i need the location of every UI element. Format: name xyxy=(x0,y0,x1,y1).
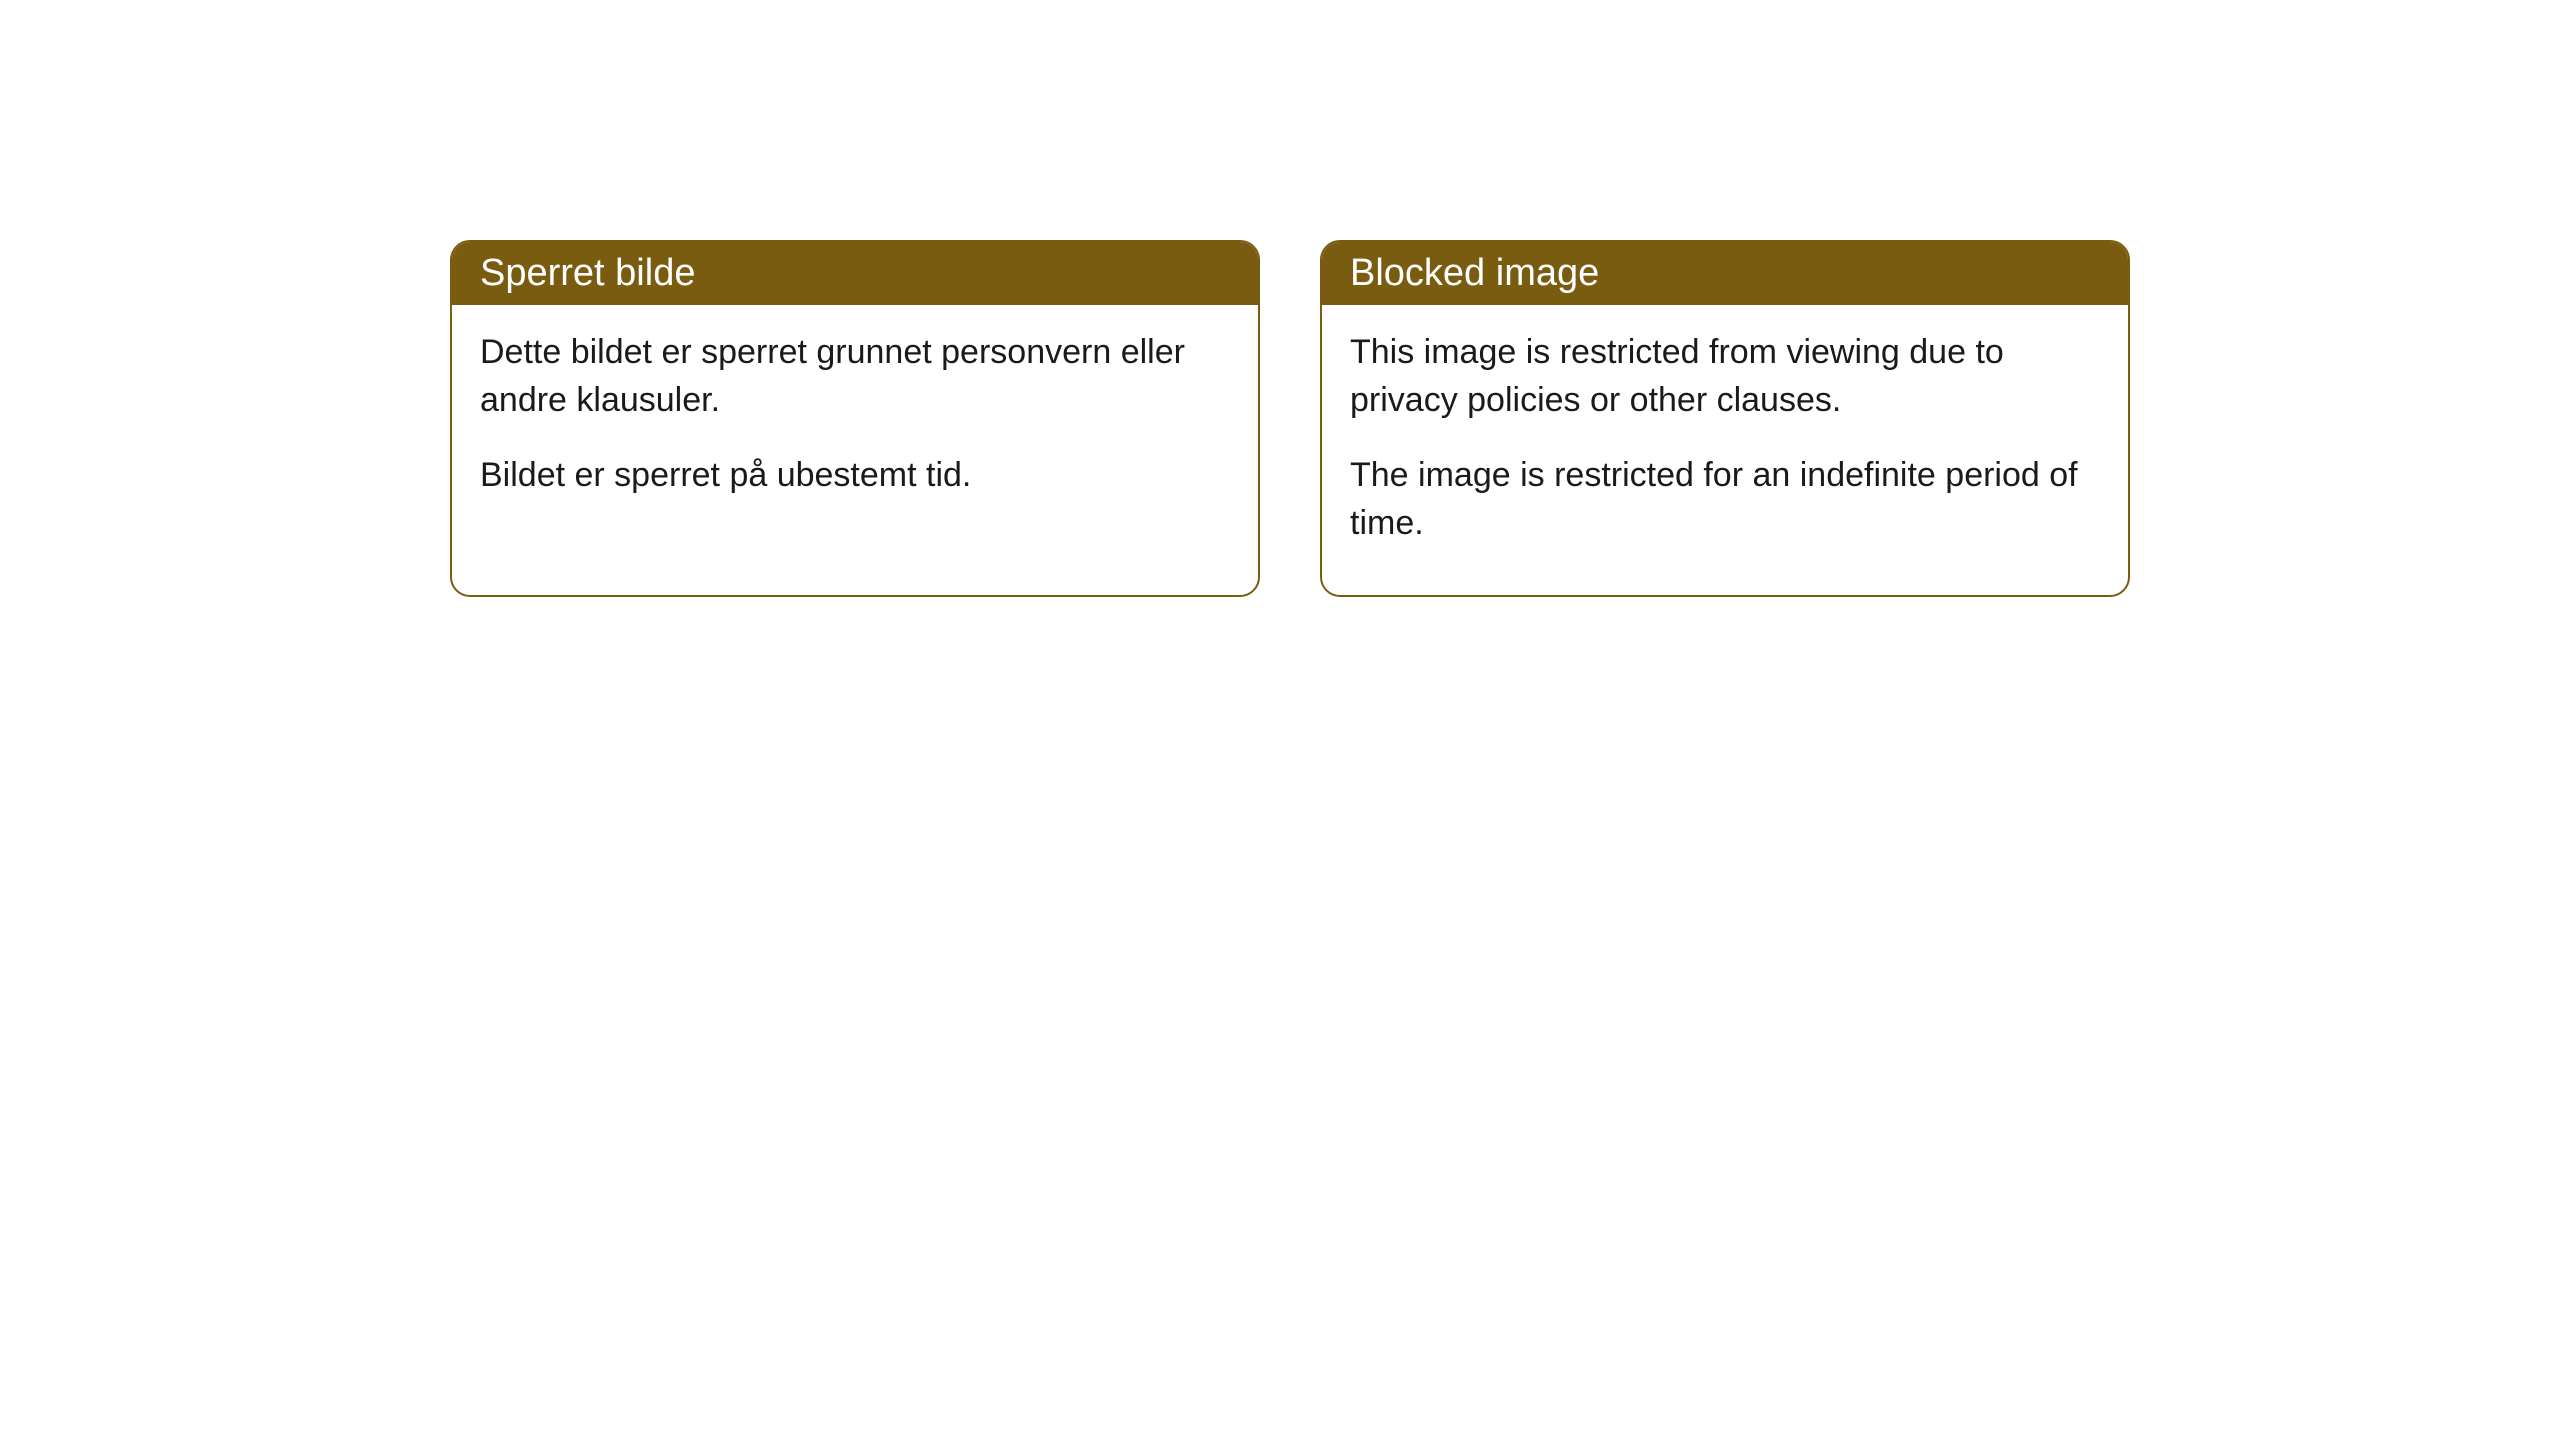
card-para1-english: This image is restricted from viewing du… xyxy=(1350,329,2100,424)
card-norwegian: Sperret bilde Dette bildet er sperret gr… xyxy=(450,240,1260,597)
card-para2-norwegian: Bildet er sperret på ubestemt tid. xyxy=(480,452,1230,500)
card-para1-norwegian: Dette bildet er sperret grunnet personve… xyxy=(480,329,1230,424)
card-title-norwegian: Sperret bilde xyxy=(480,252,695,294)
card-title-english: Blocked image xyxy=(1350,252,1599,294)
card-header-norwegian: Sperret bilde xyxy=(452,242,1258,305)
card-header-english: Blocked image xyxy=(1322,242,2128,305)
card-body-english: This image is restricted from viewing du… xyxy=(1322,305,2128,595)
card-para2-english: The image is restricted for an indefinit… xyxy=(1350,452,2100,547)
cards-container: Sperret bilde Dette bildet er sperret gr… xyxy=(450,240,2130,597)
card-body-norwegian: Dette bildet er sperret grunnet personve… xyxy=(452,305,1258,548)
card-english: Blocked image This image is restricted f… xyxy=(1320,240,2130,597)
